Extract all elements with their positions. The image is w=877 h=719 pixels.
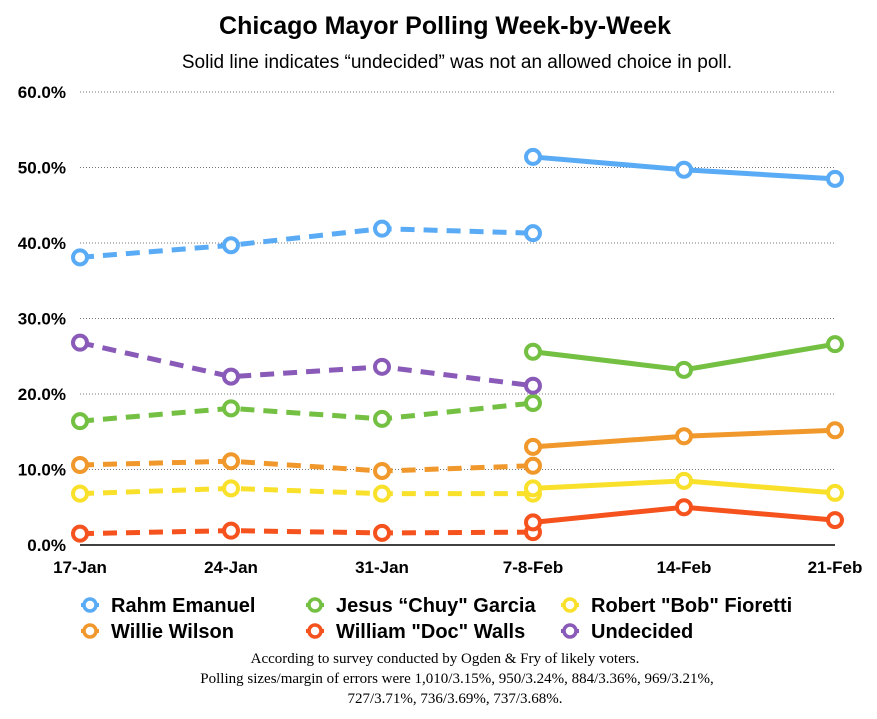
data-point — [826, 335, 844, 354]
y-tick-label: 40.0% — [18, 234, 66, 253]
chart-title: Chicago Mayor Polling Week-by-Week — [219, 12, 671, 40]
legend-label: Jesus “Chuy" Garcia — [336, 595, 536, 617]
data-point — [71, 412, 89, 431]
legend-swatch-marker — [82, 623, 98, 639]
data-point — [524, 147, 542, 166]
data-point — [524, 224, 542, 243]
data-point — [373, 219, 391, 238]
data-point — [675, 498, 693, 517]
legend-label: Robert "Bob" Fioretti — [591, 595, 792, 617]
data-point — [524, 394, 542, 413]
data-point — [524, 479, 542, 498]
data-point — [373, 409, 391, 428]
x-tick-label: 7-8-Feb — [503, 558, 563, 577]
series-line-dashed — [79, 528, 534, 537]
data-point — [524, 376, 542, 395]
data-point — [524, 437, 542, 456]
y-tick-label: 0.0% — [27, 536, 66, 555]
note-line-3: 727/3.71%, 736/3.69%, 737/3.68%. — [348, 691, 563, 707]
note-line-2: Polling sizes/margin of errors were 1,01… — [200, 671, 713, 687]
data-point — [675, 360, 693, 379]
series-line-dashed — [79, 485, 533, 497]
y-tick-label: 10.0% — [18, 461, 66, 480]
data-point — [826, 421, 844, 440]
data-point — [222, 452, 240, 471]
series-line-dashed — [79, 340, 534, 389]
note-line-1: According to survey conducted by Ogden &… — [251, 651, 640, 667]
y-tick-label: 50.0% — [18, 159, 66, 178]
x-tick-label: 31-Jan — [355, 558, 409, 577]
y-tick-label: 60.0% — [18, 83, 66, 102]
data-point — [222, 236, 240, 255]
data-point — [71, 333, 89, 352]
series-line-dashed — [79, 226, 534, 260]
data-point — [71, 484, 89, 503]
data-point — [826, 511, 844, 530]
data-point — [524, 342, 542, 361]
data-point — [675, 471, 693, 490]
data-point — [222, 367, 240, 386]
data-point — [222, 521, 240, 540]
x-tick-label: 24-Jan — [204, 558, 258, 577]
legend-swatch-marker — [307, 597, 323, 613]
legend-swatch-marker — [307, 623, 323, 639]
data-point — [524, 513, 542, 532]
legend-swatch-marker — [562, 597, 578, 613]
series-line-dashed — [79, 400, 534, 424]
data-point — [373, 484, 391, 503]
chart-subtitle: Solid line indicates “undecided” was not… — [182, 52, 732, 73]
data-point — [222, 479, 240, 498]
data-point — [675, 160, 693, 179]
data-point — [524, 456, 542, 475]
x-tick-label: 14-Feb — [657, 558, 712, 577]
x-tick-label: 17-Jan — [53, 558, 107, 577]
legend-label: William "Doc" Walls — [336, 621, 525, 643]
data-point — [373, 462, 391, 481]
data-point — [373, 523, 391, 542]
data-point — [826, 483, 844, 502]
legend-label: Rahm Emanuel — [111, 595, 255, 617]
legend-label: Willie Wilson — [111, 621, 234, 643]
series-line-dashed — [79, 458, 534, 474]
data-point — [71, 455, 89, 474]
data-point — [71, 248, 89, 267]
data-point — [826, 169, 844, 188]
data-point — [675, 427, 693, 446]
x-tick-label: 21-Feb — [808, 558, 863, 577]
legend-label: Undecided — [591, 621, 693, 643]
data-point — [71, 524, 89, 543]
data-point — [222, 399, 240, 418]
legend-swatch-marker — [82, 597, 98, 613]
data-point — [373, 357, 391, 376]
y-tick-label: 20.0% — [18, 385, 66, 404]
y-tick-label: 30.0% — [18, 310, 66, 329]
legend-swatch-marker — [562, 623, 578, 639]
